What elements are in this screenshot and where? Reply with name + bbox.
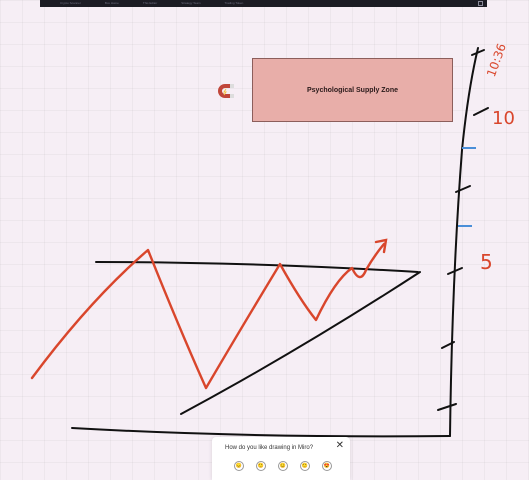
rating-neutral-icon[interactable]: 😐 bbox=[278, 461, 288, 471]
rating-bad-icon[interactable]: 🙁 bbox=[256, 461, 266, 471]
level-label-top: 10 bbox=[492, 108, 515, 129]
window-square-icon[interactable] bbox=[478, 1, 483, 6]
axis-tick bbox=[471, 49, 485, 56]
rating-row: 😞 🙁 😐 🙂 😍 bbox=[234, 461, 332, 471]
bookmark-item[interactable]: Box Home bbox=[104, 1, 119, 5]
price-path bbox=[30, 242, 386, 390]
magnet-icon bbox=[218, 84, 234, 98]
bookmark-item[interactable]: Trading Token bbox=[224, 1, 244, 5]
axis-tick bbox=[473, 107, 489, 116]
baseline-line bbox=[71, 427, 451, 438]
supply-zone-label: Psychological Supply Zone bbox=[306, 86, 399, 94]
feedback-popup: How do you like drawing in Miro? ✕ 😞 🙁 😐… bbox=[212, 437, 350, 480]
close-icon[interactable]: ✕ bbox=[335, 440, 344, 451]
vertical-axis bbox=[449, 47, 479, 437]
bookmark-item[interactable]: Crypto Scanner bbox=[60, 1, 81, 5]
axis-tick bbox=[437, 403, 457, 411]
ascending-trendline bbox=[180, 271, 421, 415]
feedback-question: How do you like drawing in Miro? bbox=[225, 445, 314, 451]
browser-bookmarks-bar: Crypto Scanner Box Home This Editor Stra… bbox=[40, 0, 487, 7]
supply-zone-sticky[interactable]: Psychological Supply Zone bbox=[252, 58, 453, 122]
bookmark-item[interactable]: This Editor bbox=[142, 1, 158, 5]
bookmark-item[interactable]: Strategy Team bbox=[181, 1, 201, 5]
axis-tick bbox=[455, 185, 471, 193]
axis-tick bbox=[447, 267, 463, 275]
arrow-head-icon bbox=[374, 238, 388, 254]
axis-tick bbox=[441, 341, 455, 349]
level-label-mid: 5 bbox=[480, 250, 493, 274]
rating-good-icon[interactable]: 🙂 bbox=[300, 461, 310, 471]
resistance-line bbox=[95, 261, 419, 273]
rating-love-icon[interactable]: 😍 bbox=[322, 461, 332, 471]
rating-very-bad-icon[interactable]: 😞 bbox=[234, 461, 244, 471]
